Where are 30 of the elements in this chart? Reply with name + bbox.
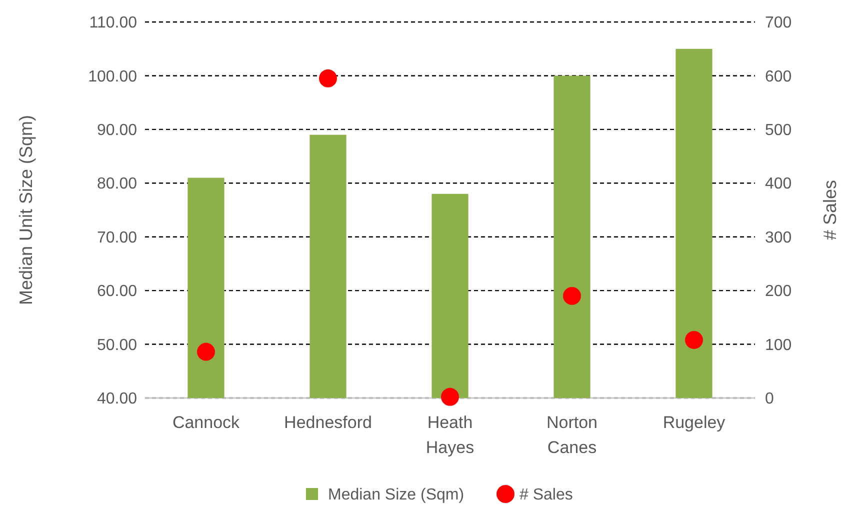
y2-axis-title: # Sales bbox=[820, 180, 840, 240]
y-tick-label: 60.00 bbox=[96, 283, 138, 300]
y2-tick-label: 400 bbox=[765, 176, 792, 193]
x-tick-label: Norton Canes bbox=[546, 413, 598, 457]
y2-tick-label: 100 bbox=[765, 336, 792, 354]
y-tick-label: 80.00 bbox=[96, 176, 138, 193]
y2-tick-label: 200 bbox=[765, 283, 792, 300]
point bbox=[563, 286, 581, 305]
y2-tick-label: 300 bbox=[765, 229, 792, 246]
y-tick-label: 70.00 bbox=[96, 229, 138, 246]
legend-label: # Sales bbox=[520, 486, 573, 504]
y2-tick-label: 700 bbox=[765, 14, 792, 32]
point bbox=[197, 342, 215, 361]
y-tick-label: 110.00 bbox=[89, 14, 138, 32]
y-tick-label: 90.00 bbox=[96, 122, 138, 140]
point bbox=[685, 330, 703, 349]
point bbox=[319, 69, 337, 88]
y2-tick-label: 0 bbox=[765, 390, 774, 408]
point bbox=[441, 388, 459, 406]
y-tick-label: 40.00 bbox=[96, 390, 138, 408]
y-tick-label: 100.00 bbox=[88, 68, 138, 86]
x-tick-label: Hednesford bbox=[284, 413, 372, 432]
x-tick-label: Rugeley bbox=[662, 413, 726, 432]
y-tick-label: 50.00 bbox=[96, 336, 138, 354]
x-tick-label: Cannock bbox=[172, 413, 240, 432]
y-axis-title: Median Unit Size (Sqm) bbox=[16, 114, 36, 306]
y2-tick-label: 500 bbox=[765, 122, 792, 140]
y2-tick-label: 600 bbox=[765, 68, 792, 86]
x-tick-label: Heath Hayes bbox=[426, 413, 474, 457]
legend-label: Median Size (Sqm) bbox=[328, 486, 464, 504]
